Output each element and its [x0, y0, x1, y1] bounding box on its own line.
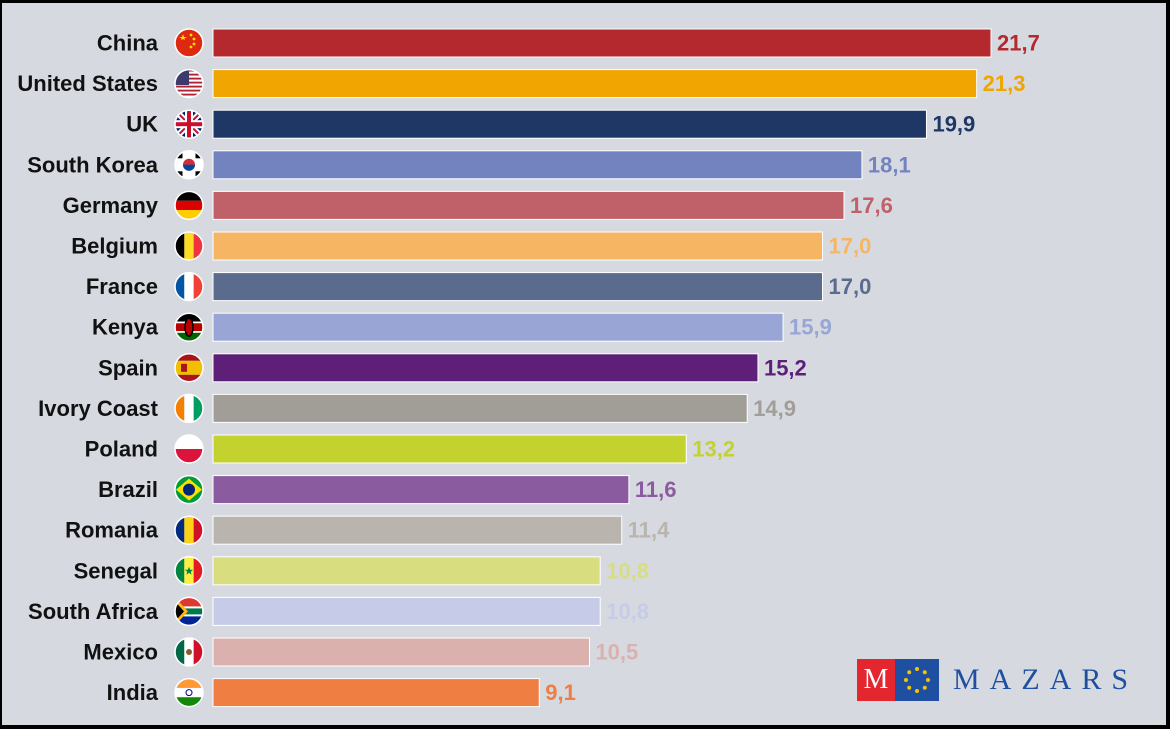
star-icon: [895, 659, 939, 701]
india-flag-icon: [174, 677, 204, 708]
category-label: South Africa: [28, 599, 159, 624]
bar: [212, 353, 759, 383]
germany-flag-icon: [174, 190, 204, 221]
value-label: 17,6: [850, 193, 893, 218]
bar: [212, 28, 992, 58]
category-label: Spain: [98, 355, 158, 380]
category-label: Brazil: [98, 477, 158, 502]
bar: [212, 109, 927, 139]
category-label: Germany: [63, 193, 159, 218]
category-label: Senegal: [74, 558, 158, 583]
value-label: 21,3: [983, 71, 1026, 96]
category-label: UK: [126, 112, 158, 137]
value-label: 19,9: [932, 112, 975, 137]
value-label: 17,0: [828, 274, 871, 299]
category-label: Ivory Coast: [38, 396, 158, 421]
senegal-flag-icon: [174, 556, 204, 586]
value-label: 18,1: [868, 152, 911, 177]
value-label: 11,6: [635, 477, 677, 502]
value-label: 10,5: [595, 640, 638, 665]
bar: [212, 312, 784, 342]
bar: [212, 393, 748, 423]
bar: [212, 596, 601, 626]
value-label: 15,2: [764, 355, 807, 380]
category-label: India: [107, 680, 159, 705]
logo-mark: M: [857, 659, 939, 701]
value-label: 15,9: [789, 315, 832, 340]
south-korea-flag-icon: [174, 150, 204, 180]
category-label: China: [97, 31, 159, 56]
bar: [212, 190, 845, 220]
belgium-flag-icon: [174, 231, 204, 261]
category-label: Belgium: [71, 234, 158, 259]
category-label: Mexico: [83, 640, 158, 665]
logo-m: M: [857, 659, 895, 701]
bar: [212, 231, 823, 261]
category-label: Poland: [85, 437, 158, 462]
value-label: 17,0: [828, 234, 871, 259]
bar: [212, 272, 823, 302]
uk-flag-icon: [174, 109, 204, 139]
category-label: Romania: [65, 518, 159, 543]
china-flag-icon: [174, 28, 204, 58]
value-label: 14,9: [753, 396, 796, 421]
value-label: 10,8: [606, 599, 649, 624]
category-label: France: [86, 274, 158, 299]
chart-background: China 21,7 United States 21,3 UK 19,9 South Ko…: [2, 3, 1166, 725]
value-label: 21,7: [997, 31, 1040, 56]
category-label: Kenya: [92, 315, 159, 340]
ivory-coast-flag-icon: [174, 393, 204, 424]
south-africa-flag-icon: [174, 596, 204, 627]
bar: [212, 150, 863, 180]
value-label: 10,8: [606, 558, 649, 583]
bar: [212, 475, 630, 505]
spain-flag-icon: [174, 353, 204, 383]
france-flag-icon: [174, 271, 204, 302]
brazil-flag-icon: [174, 474, 204, 505]
value-label: 11,4: [628, 518, 670, 543]
usa-flag-icon: [174, 68, 204, 99]
value-label: 9,1: [545, 680, 576, 705]
value-label: 13,2: [692, 437, 735, 462]
bar: [212, 434, 687, 464]
mazars-logo: M MAZARS: [857, 659, 1138, 701]
logo-wordmark: MAZARS: [953, 663, 1139, 696]
bar-chart: China 21,7 United States 21,3 UK 19,9 South Ko…: [17, 28, 1040, 708]
bar: [212, 556, 601, 586]
poland-flag-icon: [174, 434, 204, 464]
bar: [212, 678, 540, 708]
category-label: South Korea: [27, 152, 159, 177]
bar: [212, 637, 590, 667]
category-label: United States: [17, 71, 158, 96]
romania-flag-icon: [174, 515, 204, 545]
kenya-flag-icon: [174, 312, 204, 342]
bar: [212, 515, 623, 545]
bar: [212, 69, 978, 99]
mexico-flag-icon: [174, 637, 204, 667]
